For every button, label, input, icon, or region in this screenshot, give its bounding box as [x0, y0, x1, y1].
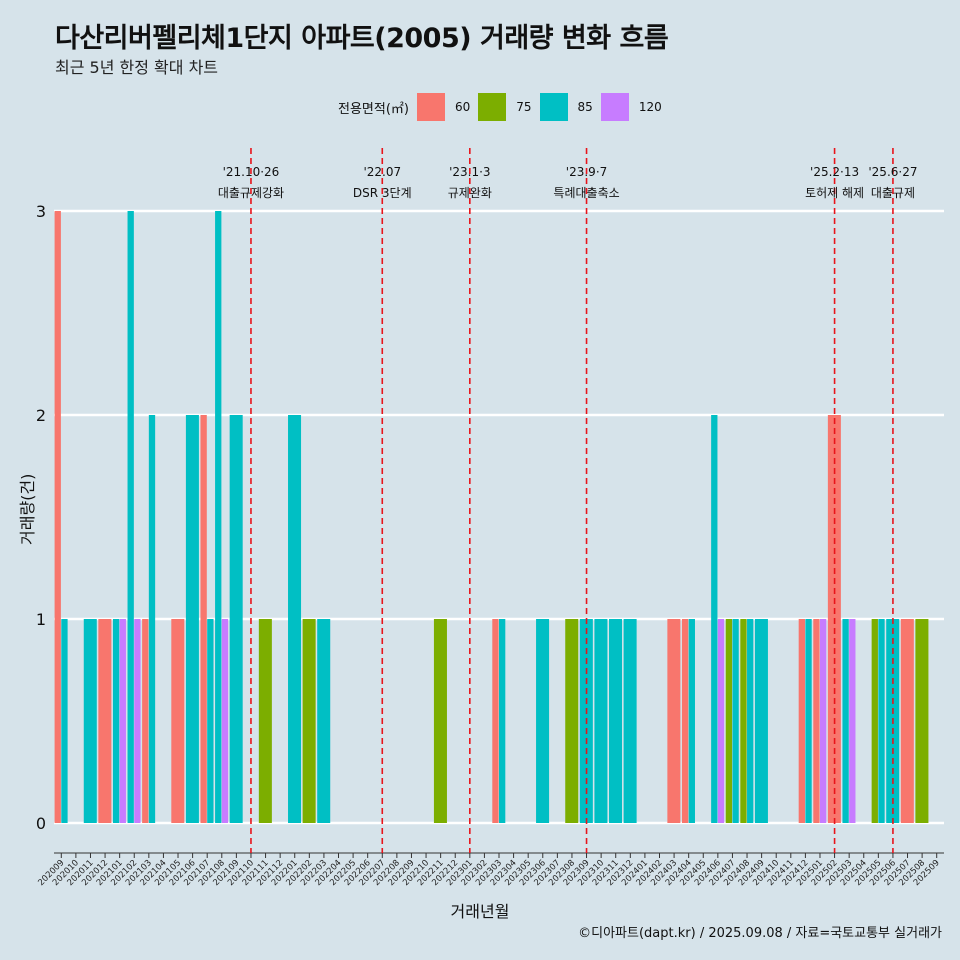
bar-202111-75	[258, 619, 272, 823]
bar-202311-85	[609, 619, 623, 823]
bar-202310-85	[594, 619, 608, 823]
y-tick-label: 0	[36, 814, 46, 833]
bar-202306-85	[536, 619, 550, 823]
bar-202412-60	[798, 619, 805, 823]
bar-202108-120	[221, 619, 229, 823]
bar-202503-120	[849, 619, 856, 823]
bar-202103-85	[148, 415, 156, 823]
event-label: 대출규제강화	[218, 186, 284, 200]
event-date-label: '21.10·26	[223, 165, 280, 179]
bar-202505-75	[871, 619, 878, 823]
legend-item-120: 120	[600, 93, 662, 121]
legend: 전용면적(㎡) 60 75 85 120	[338, 93, 670, 121]
bar-202403-60	[667, 619, 681, 823]
x-axis-label: 거래년월	[450, 902, 510, 921]
bar-202508-75	[915, 619, 929, 823]
y-tick-label: 2	[36, 406, 46, 425]
bar-202106-85	[185, 415, 199, 823]
bar-202505-85	[878, 619, 885, 823]
bar-202109-85	[229, 415, 243, 823]
bar-202203-85	[317, 619, 331, 823]
bar-202303-85	[499, 619, 506, 823]
legend-swatch	[478, 93, 507, 121]
bar-202407-75	[725, 619, 733, 823]
bar-202404-85	[688, 619, 695, 823]
legend-label: 85	[577, 100, 593, 114]
bar-202407-85	[732, 619, 739, 823]
y-tick-label: 1	[36, 610, 46, 629]
legend-label: 75	[516, 100, 532, 114]
legend-label: 60	[454, 100, 471, 114]
y-axis-label: 거래량(건)	[18, 473, 37, 545]
bar-202101-85	[112, 619, 120, 823]
event-label: 토허제 해제	[805, 186, 864, 200]
event-date-label: '22.07	[363, 165, 401, 179]
bar-202408-75	[740, 619, 747, 823]
bar-202501-60	[813, 619, 820, 823]
event-date-label: '25.6·27	[868, 165, 917, 179]
event-date-label: '23.1·3	[449, 165, 490, 179]
legend-swatch	[539, 93, 568, 121]
legend-item-85: 85	[539, 93, 593, 121]
event-label: DSR 3단계	[353, 186, 412, 200]
bar-202503-85	[842, 619, 849, 823]
bar-202011-85	[83, 619, 97, 823]
bar-202102-85	[127, 211, 134, 823]
bar-202107-60	[200, 415, 207, 823]
bar-202409-85	[754, 619, 768, 823]
event-date-label: '23.9·7	[566, 165, 607, 179]
event-label: 규제완화	[448, 186, 492, 200]
bar-202201-85	[288, 415, 302, 823]
chart-title: 다산리버펠리체1단지 아파트(2005) 거래량 변화 흐름	[55, 23, 669, 54]
bar-202308-75	[565, 619, 579, 823]
bar-202412-85	[805, 619, 812, 823]
event-label: 특례대출축소	[553, 186, 619, 200]
bar-202107-85	[207, 619, 214, 823]
bar-202408-85	[747, 619, 754, 823]
bar-202211-75	[433, 619, 447, 823]
legend-item-60: 60	[416, 93, 471, 121]
source-caption: ©디아파트(dapt.kr) / 2025.09.08 / 자료=국토교통부 실…	[578, 926, 942, 941]
bar-202009-60	[54, 211, 61, 823]
bar-202105-60	[171, 619, 185, 823]
bar-202303-60	[492, 619, 499, 823]
bar-202507-60	[900, 619, 914, 823]
legend-label: 120	[638, 100, 662, 114]
bar-202108-85	[215, 211, 222, 823]
event-label: 대출규제	[871, 186, 915, 200]
legend-swatch	[600, 93, 629, 121]
bar-202406-85	[711, 415, 718, 823]
legend-item-75: 75	[478, 93, 532, 121]
y-tick-label: 3	[36, 202, 46, 221]
bar-202202-75	[302, 619, 316, 823]
bar-202312-85	[623, 619, 637, 823]
legend-title: 전용면적(㎡)	[338, 101, 409, 117]
bar-202012-60	[98, 619, 112, 823]
bar-202501-120	[819, 619, 827, 823]
legend-swatch	[416, 93, 445, 121]
bar-202404-60	[681, 619, 689, 823]
chart-subtitle: 최근 5년 한정 확대 차트	[55, 58, 219, 77]
bar-202101-120	[119, 619, 126, 823]
bar-202406-120	[717, 619, 725, 823]
event-date-label: '25.2·13	[810, 165, 859, 179]
bar-202009-85	[61, 619, 68, 823]
bar-202103-60	[142, 619, 149, 823]
bar-202102-120	[134, 619, 141, 823]
